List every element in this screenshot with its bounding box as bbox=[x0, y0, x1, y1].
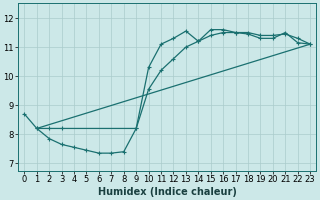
X-axis label: Humidex (Indice chaleur): Humidex (Indice chaleur) bbox=[98, 187, 237, 197]
